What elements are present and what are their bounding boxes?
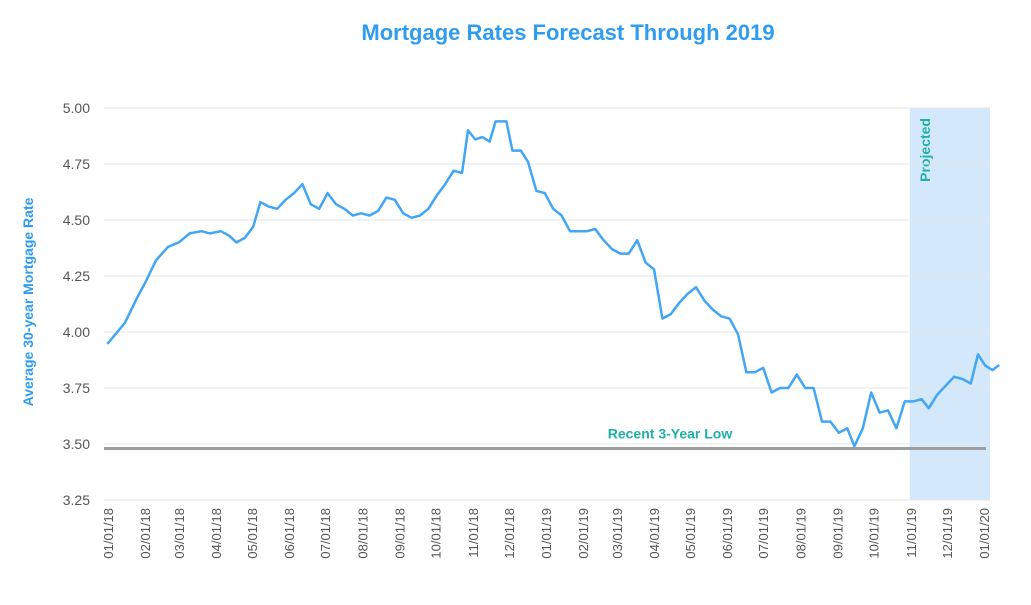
projected-label: Projected	[917, 118, 933, 182]
x-tick-label: 04/01/19	[647, 508, 662, 559]
x-tick-label: 02/01/19	[576, 508, 591, 559]
x-tick-label: 10/01/19	[867, 508, 882, 559]
reference-line: Recent 3-Year Low	[104, 425, 986, 450]
series-line	[106, 120, 1000, 448]
x-tick-label: 12/01/19	[940, 508, 955, 559]
mortgage-rate-line	[106, 120, 1000, 448]
x-tick-label: 01/01/20	[977, 508, 992, 559]
y-axis: 5.00 4.75 4.50 4.25 4.00 3.75 3.50 3.25	[63, 100, 90, 508]
x-tick-label: 04/01/18	[209, 508, 224, 559]
x-tick-label: 01/01/18	[101, 508, 116, 559]
y-axis-label: Average 30-year Mortgage Rate	[20, 197, 36, 406]
x-tick-label: 07/01/19	[756, 508, 771, 559]
x-tick-label: 03/01/19	[610, 508, 625, 559]
y-tick-label: 4.75	[63, 156, 90, 172]
x-tick-label: 09/01/18	[393, 508, 408, 559]
x-axis: 01/01/18 02/01/18 03/01/18 04/01/18 05/01/18…	[101, 508, 992, 559]
x-tick-label: 06/01/19	[720, 508, 735, 559]
chart-title: Mortgage Rates Forecast Through 2019	[361, 20, 774, 45]
y-tick-label: 4.00	[63, 324, 90, 340]
x-tick-label: 10/01/18	[429, 508, 444, 559]
y-tick-label: 4.25	[63, 268, 90, 284]
x-tick-label: 05/01/18	[245, 508, 260, 559]
x-tick-label: 08/01/19	[793, 508, 808, 559]
x-tick-label: 12/01/18	[502, 508, 517, 559]
x-tick-label: 05/01/19	[683, 508, 698, 559]
y-tick-label: 3.50	[63, 436, 90, 452]
projected-shade	[909, 108, 990, 500]
x-tick-label: 08/01/18	[355, 508, 370, 559]
x-tick-label: 06/01/18	[282, 508, 297, 559]
y-tick-label: 3.75	[63, 380, 90, 396]
projected-region: Projected	[909, 108, 990, 500]
gridlines	[104, 107, 990, 501]
y-tick-label: 3.25	[63, 492, 90, 508]
y-tick-label: 4.50	[63, 212, 90, 228]
y-tick-label: 5.00	[63, 100, 90, 116]
x-tick-label: 02/01/18	[138, 508, 153, 559]
reference-line-label: Recent 3-Year Low	[608, 425, 733, 441]
x-tick-label: 07/01/18	[318, 508, 333, 559]
x-tick-label: 01/01/19	[539, 508, 554, 559]
x-tick-label: 11/01/19	[904, 508, 919, 558]
x-tick-label: 09/01/19	[831, 508, 846, 559]
x-tick-label: 11/01/18	[466, 508, 481, 558]
x-tick-label: 03/01/18	[172, 508, 187, 559]
